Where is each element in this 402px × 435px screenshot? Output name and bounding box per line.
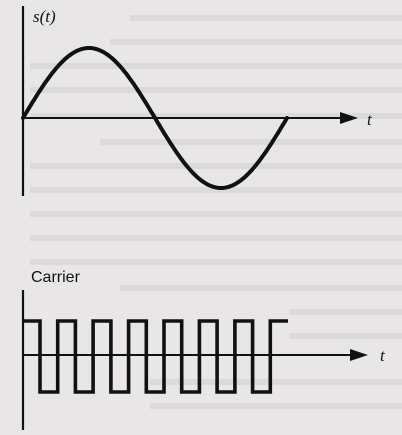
- sine-wave: [21, 46, 289, 190]
- top-panel: s(t) t: [21, 6, 373, 196]
- square-wave: [23, 319, 288, 394]
- bottom-x-label: t: [380, 346, 386, 365]
- top-x-label: t: [367, 110, 373, 129]
- paper-bleed-through: [30, 15, 402, 409]
- bottom-panel: Carrier t: [21, 269, 386, 430]
- top-y-label: s(t): [33, 7, 56, 26]
- top-x-axis-arrowhead: [340, 112, 358, 124]
- bottom-x-axis-arrowhead: [350, 349, 368, 361]
- carrier-title: Carrier: [31, 269, 81, 286]
